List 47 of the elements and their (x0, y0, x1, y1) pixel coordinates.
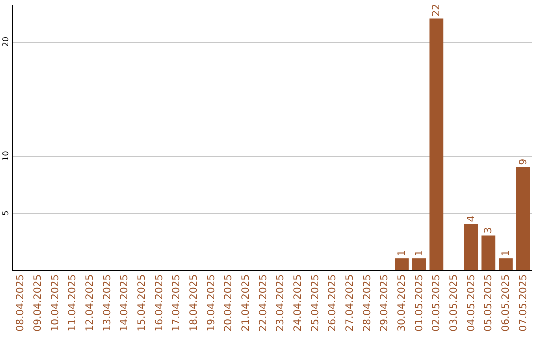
x-tick-label: 23.04.2025 (276, 274, 287, 332)
x-tick-label: 05.05.2025 (484, 274, 495, 332)
x-tick-label: 25.04.2025 (310, 274, 322, 332)
y-tick-label: 10 (2, 151, 10, 162)
y-tick-label: 20 (2, 36, 10, 48)
x-tick-label: 03.05.2025 (449, 274, 460, 332)
x-tick-label: 22.04.2025 (258, 274, 270, 332)
data-label: 1 (501, 250, 512, 257)
x-tick-label: 20.04.2025 (224, 274, 235, 332)
x-tick-label: 04.05.2025 (466, 274, 478, 332)
data-label: 3 (484, 227, 495, 234)
x-tick-label: 08.04.2025 (16, 274, 27, 332)
bar (412, 258, 426, 270)
x-tick-label: 17.04.2025 (172, 274, 183, 332)
y-tick-label: 5 (2, 210, 10, 216)
bar (499, 258, 513, 270)
x-tick-label: 18.04.2025 (189, 274, 200, 332)
data-label: 1 (397, 250, 408, 257)
x-tick-label: 30.04.2025 (397, 274, 408, 332)
data-label: 22 (432, 4, 443, 17)
x-tick-label: 21.04.2025 (241, 274, 252, 332)
x-tick-label: 06.05.2025 (501, 274, 512, 332)
x-tick-label: 02.05.2025 (432, 274, 443, 332)
x-tick-label: 24.04.2025 (293, 274, 304, 332)
bar (395, 258, 409, 270)
x-tick-label: 07.05.2025 (518, 274, 530, 332)
bar (516, 167, 530, 270)
data-label: 9 (518, 158, 530, 166)
x-tick-label: 09.04.2025 (33, 274, 44, 332)
x-tick-label: 29.04.2025 (380, 274, 391, 332)
x-tick-label: 27.04.2025 (345, 274, 356, 332)
x-tick-label: 13.04.2025 (102, 274, 114, 332)
x-tick-label: 26.04.2025 (328, 274, 339, 332)
x-tick-label: 01.05.2025 (414, 274, 426, 332)
x-tick-label: 15.04.2025 (137, 274, 148, 332)
bar (430, 18, 444, 270)
x-tick-label: 12.04.2025 (85, 274, 96, 332)
x-tick-label: 14.04.2025 (120, 274, 131, 332)
x-tick-label: 10.04.2025 (50, 274, 62, 332)
x-tick-label: 28.04.2025 (362, 274, 374, 332)
x-tick-label: 19.04.2025 (206, 274, 218, 332)
bar (464, 224, 478, 270)
x-tick-label: 11.04.2025 (68, 274, 79, 332)
data-label: 1 (414, 250, 426, 257)
x-tick-label: 16.04.2025 (154, 274, 166, 332)
bar (482, 236, 496, 270)
data-label: 4 (466, 216, 478, 222)
